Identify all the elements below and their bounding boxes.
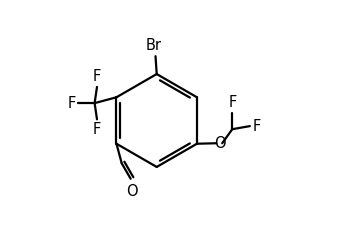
- Text: F: F: [93, 122, 101, 137]
- Text: Br: Br: [145, 38, 161, 53]
- Text: F: F: [67, 96, 76, 111]
- Text: O: O: [214, 136, 225, 151]
- Text: F: F: [228, 95, 236, 110]
- Text: O: O: [126, 184, 137, 199]
- Text: F: F: [93, 69, 101, 84]
- Text: F: F: [253, 119, 261, 134]
